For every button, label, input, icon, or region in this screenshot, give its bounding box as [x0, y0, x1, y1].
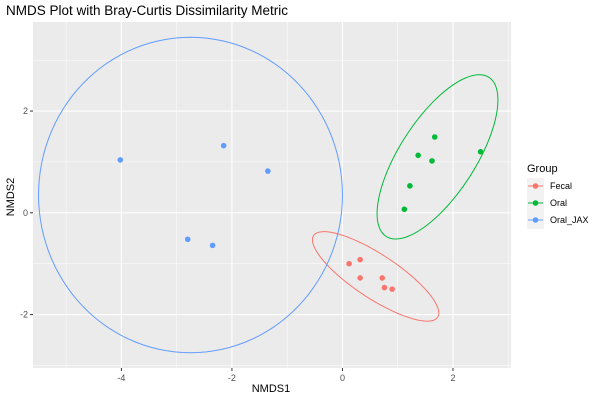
- x-tick-label: -2: [228, 373, 236, 383]
- point-oral: [431, 134, 438, 140]
- point-oral-jax: [265, 168, 271, 174]
- legend: Group Fecal Oral Oral_JAX: [527, 163, 589, 229]
- point-fecal: [357, 275, 363, 281]
- x-tick-label: 2: [450, 373, 455, 383]
- x-tick-label: 0: [340, 373, 345, 383]
- point-fecal: [379, 275, 386, 281]
- point-oral-jax: [117, 157, 124, 163]
- point-oral-jax: [220, 142, 227, 149]
- point-oral-jax: [209, 242, 216, 249]
- point-oral: [407, 183, 413, 189]
- y-tick-label: -2: [20, 310, 28, 320]
- point-fecal: [346, 260, 352, 267]
- x-axis-label: NMDS1: [252, 383, 291, 395]
- ellipse-oral: [376, 74, 499, 240]
- ellipse-oral-jax: [38, 36, 343, 354]
- y-tick-label: 0: [23, 208, 28, 218]
- legend-label-fecal: Fecal: [550, 181, 572, 191]
- y-axis-label: NMDS2: [5, 178, 17, 217]
- legend-marker-fecal: [532, 183, 539, 189]
- point-oral-jax: [184, 236, 191, 243]
- y-tick-label: 2: [23, 106, 28, 116]
- point-oral: [401, 206, 408, 213]
- point-oral: [477, 148, 484, 155]
- legend-marker-oral-jax: [532, 217, 539, 223]
- legend-label-oral: Oral: [550, 198, 567, 208]
- ellipse-fecal: [311, 231, 440, 322]
- chart-title: NMDS Plot with Bray-Curtis Dissimilarity…: [6, 3, 288, 18]
- point-oral: [429, 158, 435, 164]
- legend-marker-oral: [532, 200, 539, 206]
- legend-title: Group: [527, 163, 558, 175]
- legend-label-oral-jax: Oral_JAX: [550, 215, 589, 225]
- plot-panel: -4 -2 0 2 -2 0 2: [20, 22, 511, 383]
- point-fecal: [381, 284, 388, 291]
- panel-background: [33, 22, 511, 368]
- point-oral: [415, 152, 421, 159]
- point-fecal: [389, 286, 395, 292]
- point-fecal: [357, 256, 363, 263]
- x-tick-label: -4: [117, 373, 125, 383]
